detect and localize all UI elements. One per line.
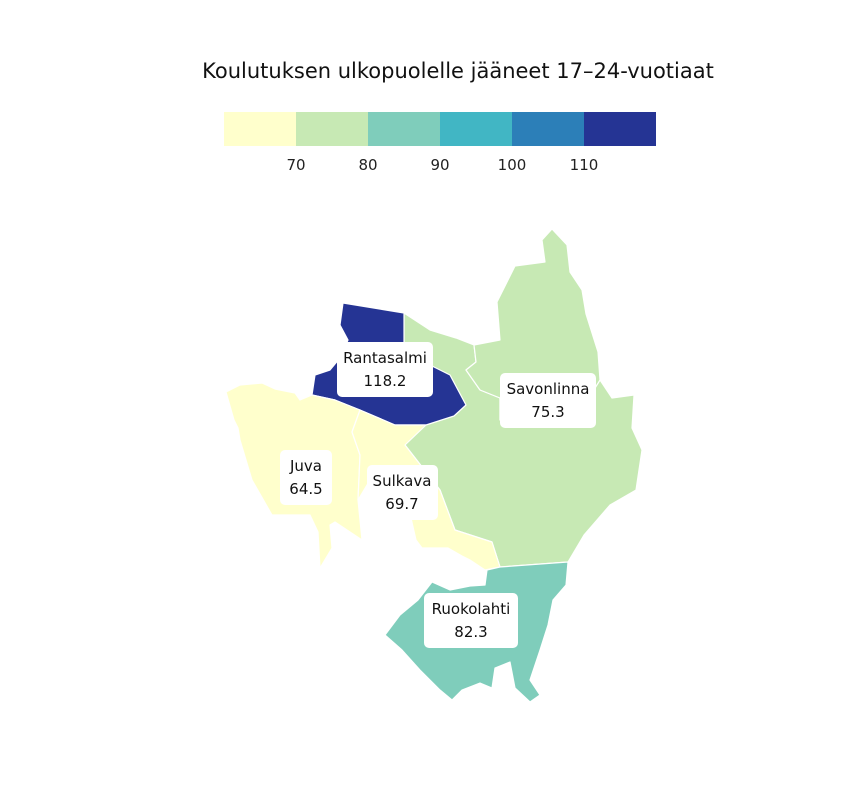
label-box <box>500 373 596 428</box>
region-name: Rantasalmi <box>343 349 427 367</box>
label-savonlinna: Savonlinna 75.3 <box>500 373 596 428</box>
legend-bin-4 <box>440 112 512 146</box>
label-juva: Juva 64.5 <box>280 450 332 505</box>
legend-tick-label: 80 <box>358 156 377 174</box>
label-rantasalmi: Rantasalmi 118.2 <box>337 342 433 397</box>
region-value: 118.2 <box>364 372 407 390</box>
label-ruokolahti: Ruokolahti 82.3 <box>424 593 518 648</box>
region-value: 64.5 <box>289 480 322 498</box>
map-title: Koulutuksen ulkopuolelle jääneet 17–24-v… <box>202 59 714 83</box>
region-value: 75.3 <box>531 403 564 421</box>
color-legend: 70 80 90 100 110 <box>224 112 656 174</box>
legend-bin-3 <box>368 112 440 146</box>
label-sulkava: Sulkava 69.7 <box>367 465 438 520</box>
legend-tick-label: 90 <box>430 156 449 174</box>
region-name: Ruokolahti <box>432 600 511 618</box>
legend-bin-1 <box>224 112 296 146</box>
region-value: 82.3 <box>454 623 487 641</box>
region-value: 69.7 <box>385 495 418 513</box>
label-box <box>280 450 332 505</box>
legend-tick-label: 110 <box>570 156 599 174</box>
region-name: Juva <box>289 457 322 475</box>
label-box <box>367 465 438 520</box>
region-name: Sulkava <box>373 472 432 490</box>
legend-tick-label: 100 <box>498 156 527 174</box>
region-labels: Rantasalmi 118.2 Savonlinna 75.3 Juva 64… <box>280 342 596 648</box>
legend-bin-5 <box>512 112 584 146</box>
legend-bin-6 <box>584 112 656 146</box>
legend-bin-2 <box>296 112 368 146</box>
label-box <box>424 593 518 648</box>
legend-tick-label: 70 <box>286 156 305 174</box>
region-name: Savonlinna <box>507 380 590 398</box>
label-box <box>337 342 433 397</box>
